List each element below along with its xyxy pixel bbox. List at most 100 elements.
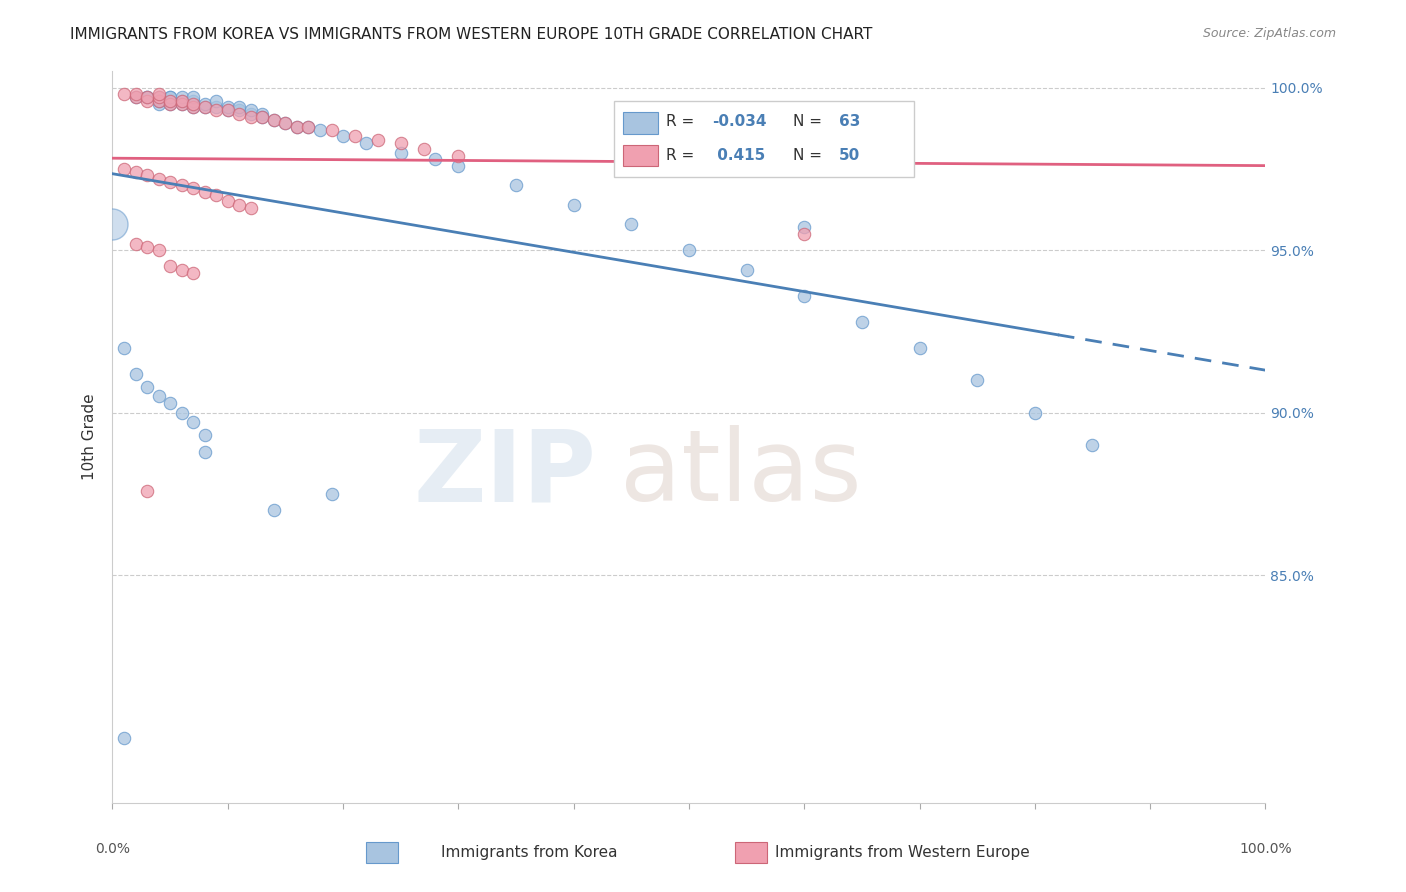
Point — [136, 94, 159, 108]
Point — [159, 175, 181, 189]
Point — [217, 100, 239, 114]
Text: N =: N = — [793, 148, 821, 163]
Point — [124, 165, 146, 179]
Point — [205, 103, 228, 118]
Point — [793, 288, 815, 302]
Point — [181, 96, 204, 111]
FancyBboxPatch shape — [614, 101, 914, 178]
Point — [194, 428, 217, 442]
Point — [124, 90, 146, 104]
Point — [170, 262, 193, 277]
Point — [274, 116, 297, 130]
Text: -0.034: -0.034 — [711, 114, 766, 129]
Point — [148, 96, 170, 111]
Point — [194, 100, 217, 114]
Point — [181, 266, 204, 280]
Point — [136, 240, 159, 254]
Point — [309, 123, 332, 137]
Point — [447, 149, 470, 163]
Point — [181, 181, 204, 195]
Point — [148, 243, 170, 257]
Point — [181, 100, 204, 114]
Point — [285, 120, 308, 134]
Point — [966, 373, 988, 387]
Point — [136, 90, 159, 104]
Point — [851, 315, 873, 329]
Point — [228, 197, 250, 211]
Point — [285, 120, 308, 134]
Point — [252, 106, 274, 120]
Point — [332, 129, 354, 144]
Point — [239, 110, 262, 124]
Point — [136, 483, 159, 498]
Point — [252, 110, 274, 124]
Point — [412, 142, 434, 156]
Text: R =: R = — [666, 114, 695, 129]
Point — [239, 106, 262, 120]
Point — [263, 113, 285, 128]
Y-axis label: 10th Grade: 10th Grade — [82, 393, 97, 481]
Point — [181, 94, 204, 108]
Point — [194, 444, 217, 458]
Point — [252, 110, 274, 124]
Point — [112, 731, 135, 745]
Text: 100.0%: 100.0% — [1239, 842, 1292, 855]
FancyBboxPatch shape — [623, 112, 658, 134]
Point — [112, 87, 135, 102]
Point — [136, 90, 159, 104]
Point — [228, 103, 250, 118]
Point — [170, 178, 193, 193]
Point — [170, 96, 193, 111]
Point — [343, 129, 366, 144]
Point — [170, 94, 193, 108]
Point — [148, 90, 170, 104]
Text: Immigrants from Western Europe: Immigrants from Western Europe — [776, 845, 1031, 860]
Point — [148, 94, 170, 108]
Point — [389, 145, 412, 160]
Point — [321, 487, 343, 501]
Point — [425, 152, 447, 166]
Point — [194, 185, 217, 199]
Point — [148, 389, 170, 403]
Point — [239, 201, 262, 215]
FancyBboxPatch shape — [735, 842, 768, 863]
Point — [562, 197, 585, 211]
Point — [170, 90, 193, 104]
Text: 0.0%: 0.0% — [96, 842, 129, 855]
Point — [1081, 438, 1104, 452]
Text: 63: 63 — [839, 114, 860, 129]
Point — [205, 100, 228, 114]
Point — [367, 133, 389, 147]
Point — [447, 159, 470, 173]
Point — [159, 396, 181, 410]
Point — [239, 103, 262, 118]
Point — [136, 380, 159, 394]
Point — [205, 187, 228, 202]
Point — [181, 416, 204, 430]
Point — [148, 87, 170, 102]
Point — [908, 341, 931, 355]
Point — [170, 96, 193, 111]
Point — [148, 90, 170, 104]
Point — [735, 262, 758, 277]
Point — [159, 90, 181, 104]
Point — [297, 120, 319, 134]
Point — [159, 90, 181, 104]
Point — [136, 90, 159, 104]
Point — [136, 169, 159, 183]
Point — [205, 94, 228, 108]
Point — [112, 161, 135, 176]
Point — [228, 106, 250, 120]
Point — [124, 367, 146, 381]
Point — [263, 113, 285, 128]
Point — [159, 94, 181, 108]
Point — [159, 96, 181, 111]
Point — [194, 96, 217, 111]
Point — [170, 94, 193, 108]
Point — [148, 94, 170, 108]
Point — [101, 217, 124, 231]
Point — [194, 100, 217, 114]
Text: 50: 50 — [839, 148, 860, 163]
Point — [112, 341, 135, 355]
Point — [217, 194, 239, 209]
